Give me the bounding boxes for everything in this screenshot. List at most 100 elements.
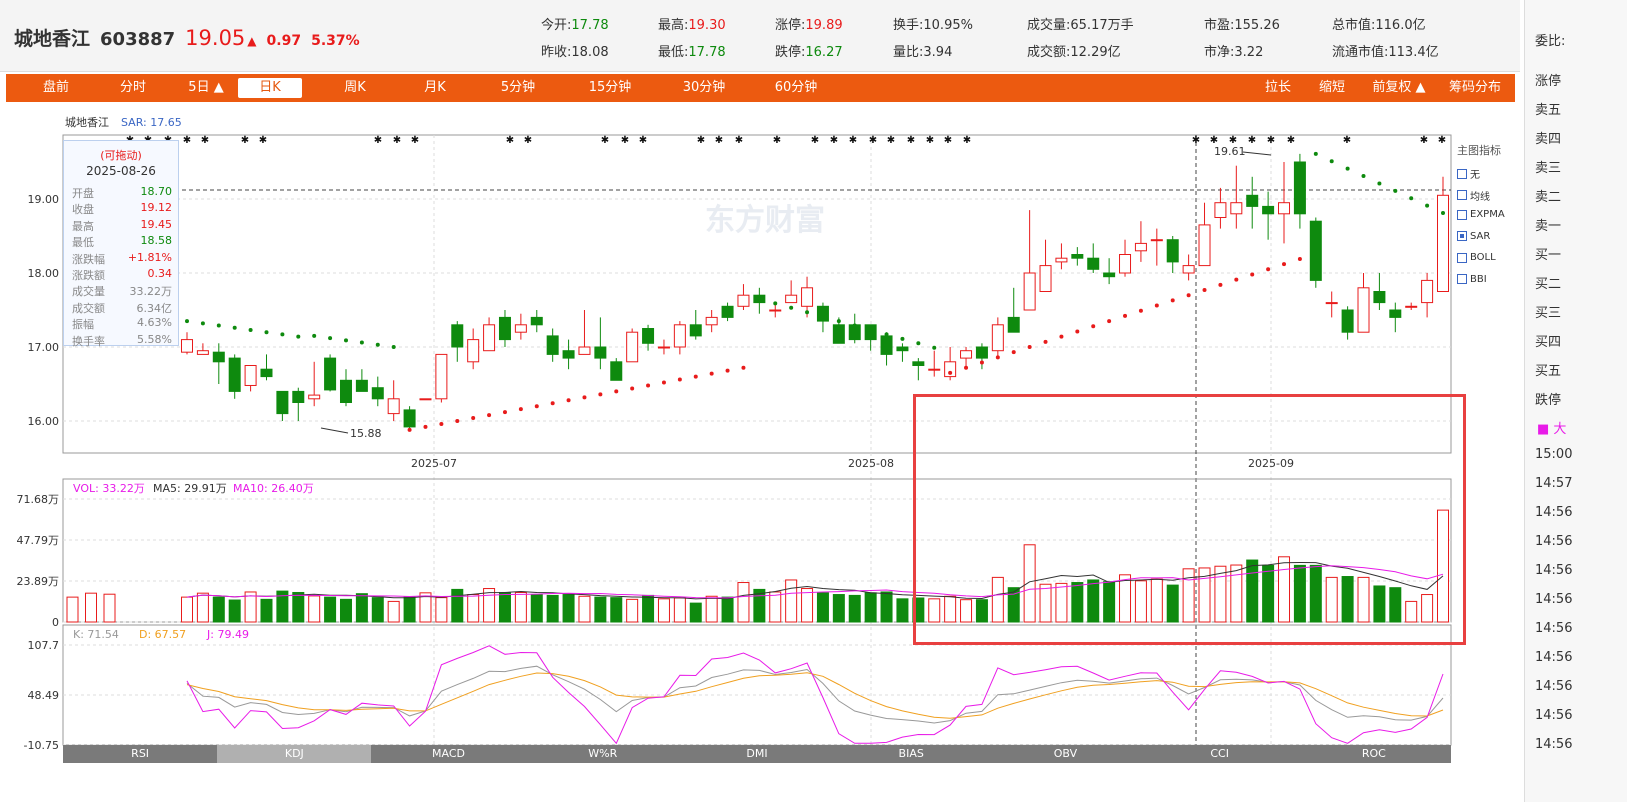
order-book-item: 14:56: [1535, 737, 1573, 752]
candle-body: [1087, 257, 1100, 270]
tab-right-0[interactable]: 拉长: [1264, 80, 1291, 95]
subtab-CCI[interactable]: CCI: [1210, 747, 1229, 760]
quote-label: 量比:: [893, 45, 924, 60]
volume-bar: [196, 592, 209, 623]
volume-bar: [435, 597, 448, 623]
checkbox-icon: [1457, 231, 1467, 241]
event-marker-icon: ✱: [811, 135, 819, 146]
candle-body: [594, 346, 607, 359]
volume-bar: [276, 590, 289, 623]
event-marker-icon: ✱: [601, 135, 609, 146]
order-book-item: 卖四: [1535, 132, 1562, 147]
quote-value: 12.29亿: [1070, 45, 1121, 60]
order-book-item: 买二: [1535, 277, 1562, 292]
quote-value: 3.94: [923, 45, 953, 60]
period-tabbar: 盘前 分时 5日 ▲ 日K 周K 月K 5分钟 15分钟 30分钟 60分钟 拉长 缩短 前复权 ▲ 筹…: [6, 74, 1515, 102]
volume-bar: [467, 594, 480, 623]
sar-dot: [185, 319, 189, 324]
indicator-option[interactable]: SAR: [1457, 231, 1490, 242]
quote-item: 换手:10.95%: [893, 14, 973, 33]
sar-dot: [216, 323, 221, 328]
volume-bar: [1246, 559, 1259, 623]
subtab-KDJ[interactable]: KDJ: [217, 745, 372, 763]
subtab-BIAS[interactable]: BIAS: [898, 747, 924, 760]
quote-header: 城地香江 603887 19.05 ▲ 0.97 5.37% 今开:17.78 最…: [0, 0, 1520, 72]
indicator-option[interactable]: EXPMA: [1457, 209, 1505, 220]
indicator-option[interactable]: BOLL: [1457, 252, 1496, 263]
tab-4[interactable]: 周K: [344, 80, 366, 95]
sar-dot: [1154, 303, 1159, 308]
order-book-panel: 委比: 涨停 卖五 卖四 卖三 卖二 卖一 买一 买二 买三 买四 买五 跌停 ■ 大 15:00 14:57…: [1524, 0, 1627, 802]
candle-body: [419, 398, 432, 401]
volume-bar: [785, 579, 798, 623]
subtab-RSI[interactable]: RSI: [131, 747, 150, 760]
event-marker-icon: ✱: [926, 135, 934, 146]
order-book-item: 卖三: [1535, 161, 1562, 176]
tab-3[interactable]: 日K: [238, 78, 302, 98]
quote-value: 19.30: [688, 18, 726, 33]
tab-0[interactable]: 盘前: [42, 80, 69, 95]
high-price-label: 19.61: [1214, 145, 1246, 158]
event-marker-icon: ✱: [241, 135, 249, 146]
sar-dot: [328, 336, 333, 341]
indicator-option[interactable]: BBI: [1457, 274, 1487, 285]
subtab-OBV[interactable]: OBV: [1053, 747, 1078, 760]
sar-dot: [1075, 329, 1080, 334]
candle-body: [864, 324, 877, 341]
subtab-W%R[interactable]: W%R: [588, 747, 618, 760]
candle-body: [1055, 257, 1068, 263]
sar-dot: [789, 305, 794, 310]
candle-body: [1023, 272, 1036, 311]
tab-5[interactable]: 月K: [424, 80, 446, 95]
candle-body: [546, 335, 559, 355]
volume-bar: [610, 597, 623, 623]
tab-right-3[interactable]: 筹码分布: [1448, 80, 1501, 95]
candle-body: [832, 324, 845, 344]
info-row: 开盘 18.70: [72, 185, 172, 201]
candle-body: [196, 350, 209, 355]
sar-dot: [518, 407, 523, 412]
event-marker-icon: ✱: [715, 135, 723, 146]
candle-body: [1182, 265, 1195, 274]
event-marker-icon: ✱: [1438, 135, 1446, 146]
subtab-ROC[interactable]: ROC: [1361, 747, 1386, 760]
volume-bar: [498, 591, 511, 623]
subtab-MACD[interactable]: MACD: [432, 747, 466, 760]
volume-bar: [371, 597, 384, 623]
tab-6[interactable]: 5分钟: [500, 80, 536, 95]
tab-2[interactable]: 5日 ▲: [188, 80, 224, 95]
tab-1[interactable]: 分时: [119, 80, 146, 95]
indicator-option[interactable]: 均线: [1457, 188, 1490, 203]
tab-right-1[interactable]: 缩短: [1318, 80, 1345, 95]
candle-info-box[interactable]: (可拖动) 2025-08-26 开盘 18.70 收盘 19.12 最高 19.45 最低…: [63, 140, 179, 348]
volume-tick-label: 23.89万: [17, 575, 60, 588]
legend-stock-name: 城地香江: [65, 116, 109, 129]
info-key: 涨跌幅: [72, 252, 105, 266]
candle-body: [1071, 254, 1084, 259]
volume-bar: [1278, 556, 1291, 623]
event-marker-icon: ✱: [735, 135, 743, 146]
kline-chart-area[interactable]: 19.00 18.00 17.00 16.00 2025-07 2025-08 2025-0…: [6, 104, 1515, 802]
event-marker-icon: ✱: [621, 135, 629, 146]
volume-bar: [1389, 587, 1402, 623]
tab-7[interactable]: 15分钟: [588, 80, 632, 95]
info-value: 0.34: [147, 267, 173, 280]
tab-9[interactable]: 60分钟: [774, 80, 818, 95]
volume-bar: [1087, 579, 1100, 623]
quote-item: 今开:17.78: [541, 14, 609, 33]
info-value: 5.58%: [137, 332, 172, 346]
event-marker-icon: ✱: [1420, 135, 1428, 146]
volume-bar: [1214, 565, 1227, 623]
tab-right-2[interactable]: 前复权 ▲: [1372, 80, 1426, 95]
sar-dot: [1345, 166, 1350, 171]
candle-body: [292, 390, 305, 403]
indicator-option[interactable]: 无: [1457, 166, 1480, 181]
sar-dot: [534, 404, 539, 409]
candle-body: [816, 305, 829, 322]
subtab-DMI[interactable]: DMI: [746, 747, 768, 760]
candle-body: [1007, 316, 1020, 333]
sar-dot: [280, 332, 285, 337]
sar-dot: [407, 427, 412, 432]
stock-name: 城地香江: [14, 28, 91, 50]
tab-8[interactable]: 30分钟: [682, 80, 726, 95]
